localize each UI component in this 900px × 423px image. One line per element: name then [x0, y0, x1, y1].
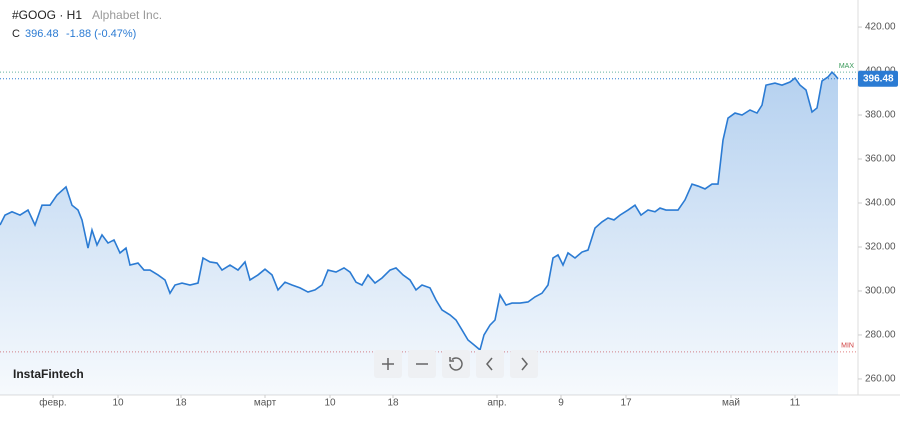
reset-button[interactable]	[442, 350, 470, 378]
y-tick-label: 280.00	[865, 330, 896, 341]
y-tick-label: 340.00	[865, 198, 896, 209]
x-tick-label: 18	[175, 398, 187, 409]
scroll-right-button[interactable]	[510, 350, 538, 378]
price-tag	[858, 70, 898, 87]
x-tick-label: 17	[620, 398, 632, 409]
toolbar	[374, 350, 538, 378]
zoom-in-button[interactable]	[374, 350, 402, 378]
max-label: MAX	[839, 63, 855, 70]
area-fill	[0, 72, 838, 395]
chart-title: #GOOG · H1	[12, 8, 82, 22]
y-tick-label: 320.00	[865, 242, 896, 253]
zoom-out-button[interactable]	[408, 350, 436, 378]
y-tick-label: 300.00	[865, 286, 896, 297]
x-tick-label: май	[722, 398, 740, 409]
x-tick-label: 11	[790, 398, 801, 409]
scroll-left-button[interactable]	[476, 350, 504, 378]
x-tick-label: 10	[112, 398, 124, 409]
price-tag-label: 396.48	[863, 73, 894, 84]
chart-subtitle: Alphabet Inc.	[92, 8, 162, 22]
y-tick-label: 260.00	[865, 374, 896, 385]
x-tick-label: апр.	[487, 398, 506, 409]
x-tick-label: февр.	[39, 397, 66, 409]
x-tick-label: март	[254, 398, 277, 409]
min-label: MIN	[841, 343, 854, 350]
y-tick-label: 360.00	[865, 154, 896, 165]
x-tick-label: 10	[324, 398, 336, 409]
x-tick-label: 9	[558, 398, 564, 409]
y-tick-label: 380.00	[865, 110, 896, 121]
close-label: C	[12, 28, 20, 40]
watermark: InstaFintech	[13, 367, 84, 381]
x-tick-label: 18	[387, 398, 399, 409]
last-value: 396.48	[25, 28, 59, 40]
price-line	[0, 70, 839, 352]
y-tick-label: 420.00	[865, 22, 896, 33]
change-label: -1.88 (-0.47%)	[66, 28, 136, 40]
